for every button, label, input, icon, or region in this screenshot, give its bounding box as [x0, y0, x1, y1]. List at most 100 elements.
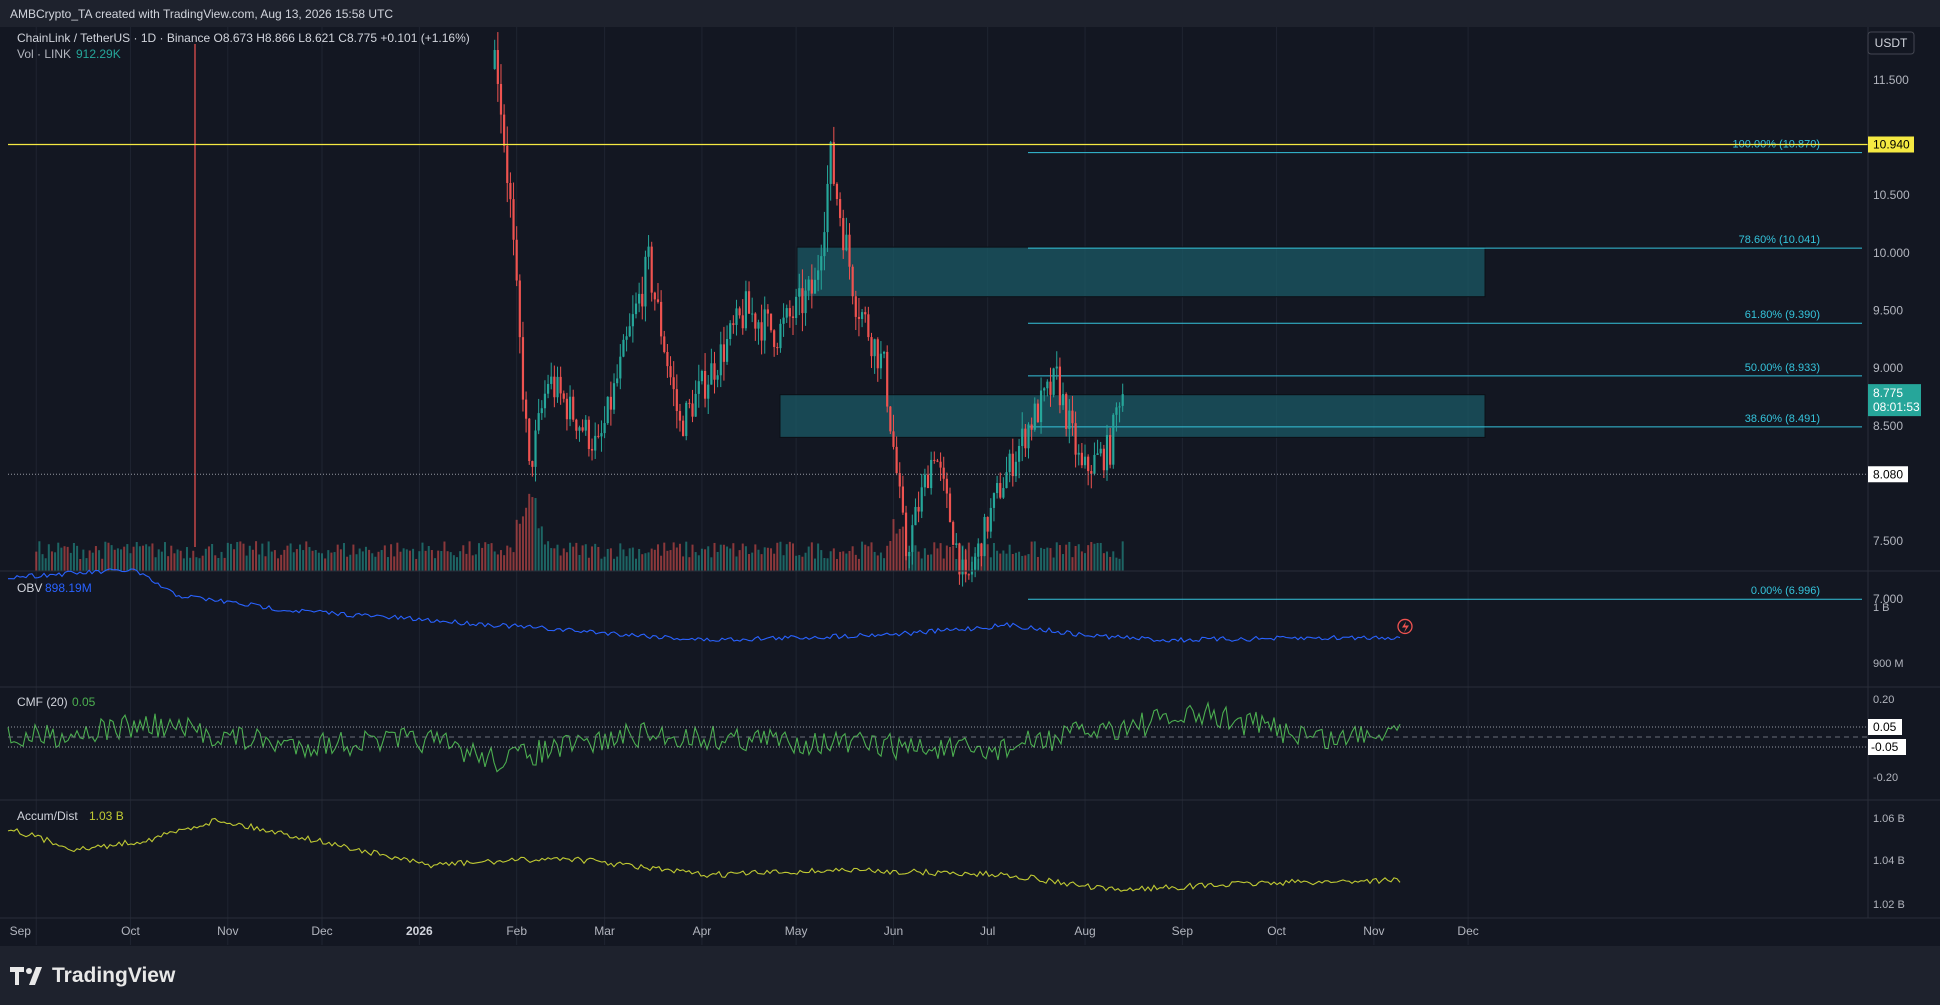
- volume-bar: [248, 545, 251, 571]
- candle-body: [496, 50, 499, 84]
- volume-bar: [283, 549, 286, 571]
- candle-body: [952, 522, 955, 545]
- volume-bar: [923, 548, 926, 571]
- price-chart[interactable]: 100.00% (10.870)78.60% (10.041)61.80% (9…: [0, 27, 1940, 945]
- volume-bar: [185, 547, 188, 571]
- candle-body: [609, 396, 612, 410]
- volume-bar: [88, 550, 91, 571]
- volume-bar: [735, 556, 738, 571]
- price-tick: 10.500: [1873, 188, 1910, 202]
- volume-bar: [553, 548, 556, 571]
- cmf-legend-label: CMF (20): [17, 695, 68, 709]
- candle-body: [882, 351, 886, 354]
- volume-bar: [641, 554, 644, 571]
- candle-body: [873, 339, 876, 357]
- candle-body: [904, 512, 908, 557]
- time-tick: Dec: [1457, 924, 1478, 938]
- volume-bar: [484, 542, 487, 571]
- volume-bar: [578, 554, 581, 571]
- volume-bar: [201, 555, 204, 571]
- zone-rect: [796, 246, 1486, 298]
- ad-line: [7, 817, 1401, 892]
- candle-body: [653, 292, 656, 300]
- candle-body: [813, 279, 817, 294]
- candle-body: [823, 232, 826, 257]
- volume-bar: [810, 542, 813, 571]
- volume-bar: [685, 541, 688, 571]
- volume-bar: [914, 545, 917, 571]
- volume-bar: [302, 550, 305, 571]
- ad-tick: 1.06 B: [1873, 813, 1905, 825]
- candle-body: [1024, 428, 1027, 449]
- volume-bar: [101, 558, 104, 571]
- volume-bar: [383, 545, 386, 571]
- fib-label: 38.60% (8.491): [1745, 413, 1820, 425]
- candle-body: [603, 423, 606, 434]
- volume-bar: [763, 547, 766, 571]
- candle-body: [1121, 394, 1124, 406]
- candle-body: [700, 370, 704, 382]
- candle-body: [1017, 446, 1021, 462]
- volume-bar: [550, 548, 553, 571]
- candle-body: [685, 402, 688, 437]
- candle-body: [817, 270, 820, 280]
- candle-body: [776, 346, 779, 349]
- volume-bar: [138, 546, 141, 571]
- volume-bar: [305, 541, 308, 571]
- last-price-badge: [1868, 384, 1921, 417]
- candle-body: [562, 393, 565, 399]
- candle-body: [980, 543, 983, 557]
- candle-body: [763, 309, 766, 341]
- volume-bar: [710, 557, 713, 571]
- candle-body: [945, 478, 948, 494]
- volume-bar: [462, 545, 465, 571]
- candle-body: [1061, 394, 1065, 406]
- volume-bar: [408, 550, 411, 571]
- volume-bar: [94, 546, 97, 571]
- volume-bar: [829, 551, 832, 571]
- indicator-panes: [0, 27, 1940, 919]
- time-tick: Apr: [693, 924, 712, 938]
- candlesticks: [194, 32, 1124, 587]
- volume-bar: [1018, 551, 1021, 571]
- candle-body: [531, 461, 534, 467]
- volume-bar: [672, 542, 675, 571]
- volume-bar: [349, 554, 352, 571]
- candle-body: [879, 353, 883, 369]
- volume-bar: [459, 551, 462, 571]
- candle-body: [1058, 366, 1061, 406]
- candle-body: [672, 377, 675, 390]
- candle-body: [594, 435, 597, 451]
- volume-bar: [91, 552, 94, 571]
- volume-bar: [1065, 544, 1068, 571]
- time-tick: Oct: [121, 924, 140, 938]
- supply-demand-zones: [779, 246, 1486, 438]
- volume-bar: [192, 550, 195, 571]
- tradingview-logo[interactable]: TradingView: [10, 964, 175, 988]
- volume-bar: [358, 548, 361, 571]
- volume-bar: [757, 549, 760, 571]
- candle-body: [920, 487, 923, 512]
- volume-bar: [1096, 542, 1099, 571]
- volume-bar: [211, 543, 214, 571]
- volume-bar: [949, 547, 951, 571]
- candle-body: [1039, 390, 1043, 423]
- volume-bar: [591, 546, 594, 571]
- volume-bar: [842, 551, 845, 571]
- volume-bar: [792, 543, 794, 571]
- price-tick: 11.500: [1873, 73, 1909, 87]
- volume-bar: [883, 558, 886, 571]
- volume-bar: [754, 544, 757, 571]
- top-caption-bar: AMBCrypto_TA created with TradingView.co…: [0, 0, 1940, 27]
- volume-bar: [54, 552, 57, 571]
- candle-body: [1005, 472, 1008, 489]
- volume-bar: [72, 542, 75, 571]
- volume-legend-label: Vol · LINK: [17, 47, 71, 61]
- candle-body: [644, 256, 647, 307]
- candle-body: [892, 431, 895, 447]
- candle-body: [795, 296, 798, 318]
- candle-body: [735, 308, 738, 325]
- volume-bar: [873, 551, 876, 571]
- candle-body: [572, 396, 575, 420]
- candle-body: [1002, 488, 1005, 498]
